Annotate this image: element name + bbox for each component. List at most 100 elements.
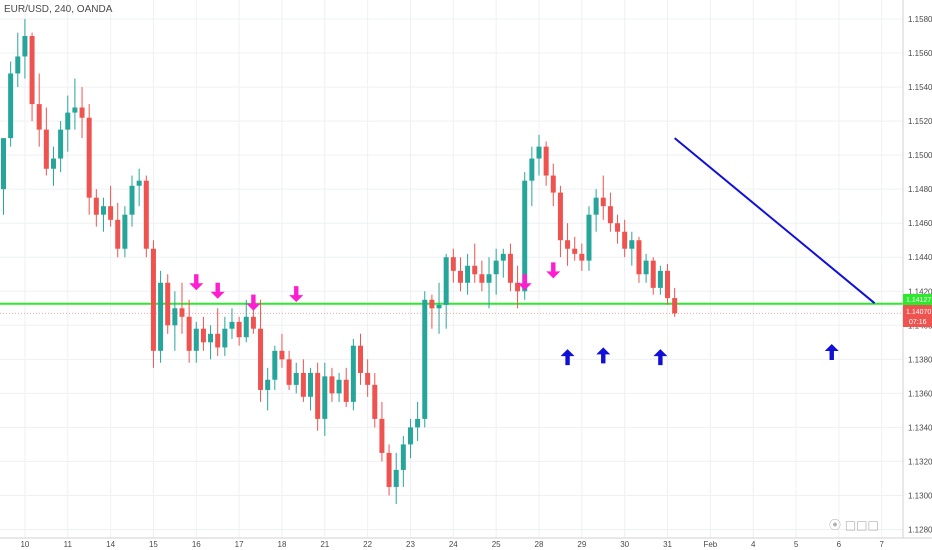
- candle-body: [200, 328, 206, 343]
- green-level-tag: 1.14127: [906, 297, 931, 304]
- candle-body: [379, 418, 385, 453]
- candle-body: [193, 328, 199, 351]
- price-tick-label: 1.14600: [908, 219, 932, 228]
- candles-group: [1, 19, 678, 504]
- candle-body: [507, 253, 513, 283]
- countdown-tag: 07:16: [909, 319, 927, 326]
- time-tick-label: Feb: [703, 540, 717, 549]
- candle-body: [386, 452, 392, 487]
- price-tick-label: 1.14200: [908, 287, 932, 296]
- time-tick-label: 4: [751, 540, 756, 549]
- time-tick-label: 17: [235, 540, 244, 549]
- time-tick-label: 14: [106, 540, 115, 549]
- candle-body: [407, 427, 413, 445]
- candle-body: [22, 36, 28, 57]
- candle-body: [393, 469, 399, 487]
- candle-body: [515, 282, 521, 292]
- candle-body: [122, 214, 128, 249]
- candle-body: [500, 253, 506, 261]
- time-tick-label: 5: [794, 540, 799, 549]
- candle-body: [236, 321, 242, 338]
- candle-body: [643, 260, 649, 275]
- candle-body: [343, 379, 349, 402]
- price-tick-label: 1.15000: [908, 151, 932, 160]
- symbol-title: EUR/USD, 240, OANDA: [4, 4, 113, 15]
- candle-body: [443, 257, 449, 305]
- time-tick-label: 29: [577, 540, 586, 549]
- current-price-tag-bg: [903, 305, 932, 327]
- price-tick-label: 1.13400: [908, 423, 932, 432]
- blue-up-arrow: [596, 347, 611, 364]
- candle-body: [672, 298, 678, 314]
- candle-body: [322, 376, 328, 419]
- time-tick-label: 15: [149, 540, 158, 549]
- candle-body: [300, 372, 306, 397]
- candle-body: [65, 112, 71, 130]
- price-tick-label: 1.15200: [908, 117, 932, 126]
- candle-body: [72, 107, 78, 113]
- time-tick-label: 22: [363, 540, 372, 549]
- price-tick-label: 1.13600: [908, 389, 932, 398]
- time-tick-label: 31: [663, 540, 672, 549]
- candle-body: [222, 328, 228, 348]
- candle-body: [43, 129, 49, 169]
- candle-body: [100, 206, 106, 215]
- candle-body: [108, 206, 114, 220]
- candle-body: [29, 36, 35, 105]
- price-tick-label: 1.15600: [908, 49, 932, 58]
- candle-body: [329, 376, 335, 394]
- time-tick-label: 18: [278, 540, 287, 549]
- green-level-tag-bg: [903, 294, 932, 305]
- candle-body: [415, 418, 421, 428]
- candle-body: [607, 206, 613, 224]
- candle-body: [172, 308, 178, 326]
- candle-body: [1, 138, 6, 190]
- price-tick-label: 1.15400: [908, 83, 932, 92]
- arrow-annotations: [189, 262, 839, 366]
- candle-body: [358, 345, 363, 373]
- candle-body: [308, 372, 314, 397]
- candle-body: [272, 350, 278, 380]
- candle-body: [136, 180, 142, 186]
- magenta-down-arrow: [246, 294, 261, 311]
- candle-body: [8, 73, 14, 139]
- price-axis[interactable]: 1.15800 1.15600 1.15400 1.15200 1.15000 1.148…: [908, 15, 932, 534]
- price-tick-label: 1.14800: [908, 185, 932, 194]
- candle-body: [422, 299, 428, 419]
- price-tick-label: 1.15800: [908, 15, 932, 24]
- candle-body: [579, 253, 585, 261]
- blue-up-arrow: [560, 349, 575, 366]
- candle-body: [486, 274, 492, 283]
- candle-body: [215, 333, 221, 348]
- support-line-group: [0, 302, 903, 314]
- candle-body: [629, 240, 635, 249]
- candle-body: [493, 260, 499, 275]
- time-tick-label: 25: [492, 540, 501, 549]
- candle-body: [286, 359, 292, 385]
- candle-body: [572, 248, 578, 254]
- candle-body: [208, 333, 214, 343]
- candle-body: [557, 192, 563, 241]
- time-axis[interactable]: 10 11 14 15 16 17 18 21 22 23 24 25 28 29 30 31 Feb 4 5 6 7: [20, 540, 884, 549]
- candle-body: [472, 265, 478, 275]
- magenta-down-arrow: [517, 274, 532, 291]
- price-tick-label: 1.13000: [908, 491, 932, 500]
- candle-body: [365, 372, 371, 385]
- time-tick-label: 28: [535, 540, 544, 549]
- candle-body: [186, 316, 192, 351]
- current-price-tag: 1.14070: [906, 309, 931, 316]
- blue-up-arrow: [653, 349, 668, 366]
- candle-body: [457, 270, 463, 283]
- candle-body: [650, 260, 656, 288]
- candle-body: [479, 274, 485, 283]
- candle-body: [450, 257, 456, 271]
- candle-body: [36, 104, 42, 130]
- trendline-group: [674, 137, 876, 304]
- candle-body: [429, 299, 435, 309]
- time-tick-label: 6: [837, 540, 842, 549]
- candle-body: [79, 107, 85, 118]
- candle-body: [229, 321, 235, 329]
- grid-lines: [0, 0, 903, 538]
- blue-up-arrow: [824, 344, 839, 361]
